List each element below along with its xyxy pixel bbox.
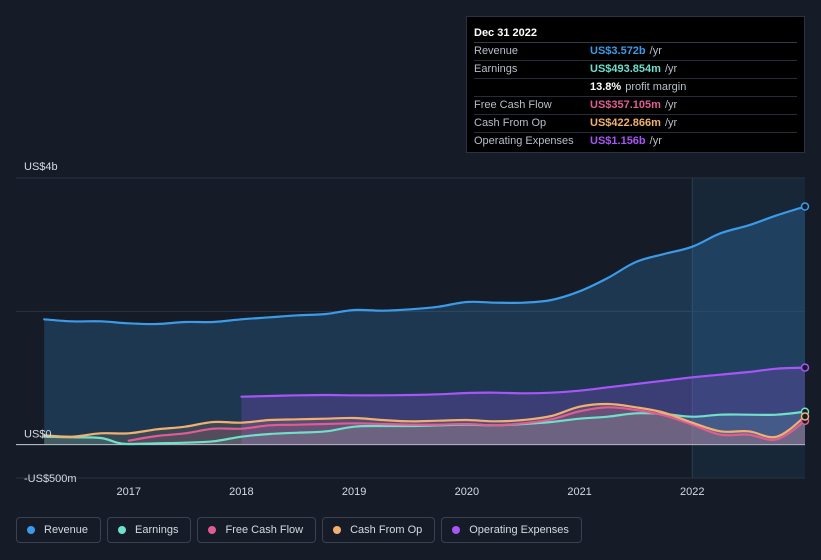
x-axis-labels: 2017 2018 2019 2020 2021 2022 bbox=[116, 486, 704, 498]
legend-label: Revenue bbox=[44, 524, 89, 536]
tooltip-suffix: /yr bbox=[649, 45, 662, 57]
tooltip-value: US$493.854m bbox=[590, 63, 661, 75]
legend-item-earnings[interactable]: Earnings bbox=[107, 517, 192, 543]
legend-item-free-cash-flow[interactable]: Free Cash Flow bbox=[197, 517, 317, 543]
series-lines bbox=[43, 205, 807, 446]
end-marker-operating-expenses bbox=[800, 363, 810, 372]
legend-label: Free Cash Flow bbox=[225, 524, 304, 536]
x-tick-label: 2019 bbox=[342, 486, 366, 498]
end-marker-revenue bbox=[800, 202, 810, 211]
area-free-cash-flow bbox=[128, 407, 805, 445]
legend-dot-icon bbox=[208, 526, 217, 534]
tooltip-row-cash-from-op: Cash From Op US$422.866m /yr bbox=[474, 115, 797, 133]
tooltip-value: US$422.866m bbox=[590, 117, 661, 129]
tooltip-date: Dec 31 2022 bbox=[474, 25, 797, 43]
legend-dot-icon bbox=[118, 526, 127, 534]
legend-dot-icon bbox=[333, 526, 342, 534]
y-tick-label: -US$500m bbox=[24, 473, 77, 485]
y-tick-label: US$4b bbox=[24, 161, 58, 173]
series-end-markers bbox=[800, 202, 810, 426]
line-operating-expenses bbox=[240, 366, 807, 398]
tooltip-label: Revenue bbox=[474, 45, 519, 57]
legend-label: Earnings bbox=[135, 524, 179, 536]
x-tick-label: 2017 bbox=[116, 486, 140, 498]
tooltip-value: US$357.105m bbox=[590, 99, 661, 111]
legend-item-cash-from-op[interactable]: Cash From Op bbox=[322, 517, 436, 543]
data-tooltip: Dec 31 2022 Revenue US$3.572b /yr Earnin… bbox=[466, 16, 805, 153]
x-tick-label: 2018 bbox=[229, 486, 253, 498]
series-areas bbox=[44, 206, 806, 445]
tooltip-suffix: /yr bbox=[649, 135, 662, 147]
tooltip-row-operating-expenses: Operating Expenses US$1.156b /yr bbox=[474, 133, 797, 150]
area-revenue bbox=[44, 206, 806, 445]
x-tick-label: 2020 bbox=[455, 486, 479, 498]
legend-dot-icon bbox=[452, 526, 461, 534]
legend-item-operating-expenses[interactable]: Operating Expenses bbox=[441, 517, 582, 543]
tooltip-row-profit-margin: 13.8% profit margin bbox=[474, 79, 797, 97]
tooltip-label: Operating Expenses bbox=[474, 135, 574, 147]
tooltip-label: Free Cash Flow bbox=[474, 99, 552, 111]
tooltip-suffix: /yr bbox=[664, 117, 678, 129]
legend-dot-icon bbox=[27, 526, 35, 534]
area-earnings bbox=[44, 411, 806, 445]
line-cash-from-op bbox=[43, 402, 807, 439]
end-marker-cash-from-op bbox=[800, 412, 810, 421]
x-tick-label: 2022 bbox=[680, 486, 704, 498]
tooltip-row-revenue: Revenue US$3.572b /yr bbox=[474, 43, 797, 61]
tooltip-row-free-cash-flow: Free Cash Flow US$357.105m /yr bbox=[474, 97, 797, 115]
legend-label: Operating Expenses bbox=[469, 524, 569, 536]
tooltip-suffix: /yr bbox=[664, 99, 678, 111]
legend-item-revenue[interactable]: Revenue bbox=[16, 517, 102, 543]
chart-legend: Revenue Earnings Free Cash Flow Cash Fro… bbox=[16, 517, 582, 543]
tooltip-label: Cash From Op bbox=[474, 117, 547, 129]
tooltip-value: US$3.572b bbox=[590, 45, 646, 57]
line-revenue bbox=[43, 205, 807, 326]
tooltip-suffix: profit margin bbox=[625, 81, 687, 93]
tooltip-value: US$1.156b bbox=[590, 135, 646, 147]
tooltip-value: 13.8% bbox=[590, 81, 622, 93]
tooltip-suffix: /yr bbox=[664, 63, 678, 75]
tooltip-row-earnings: Earnings US$493.854m /yr bbox=[474, 61, 797, 79]
y-tick-label: US$0 bbox=[24, 429, 52, 441]
y-axis-labels: US$4b US$0 -US$500m bbox=[24, 161, 77, 485]
x-tick-label: 2021 bbox=[567, 486, 591, 498]
legend-label: Cash From Op bbox=[350, 524, 423, 536]
line-free-cash-flow bbox=[127, 406, 807, 442]
tooltip-label: Earnings bbox=[474, 63, 518, 75]
